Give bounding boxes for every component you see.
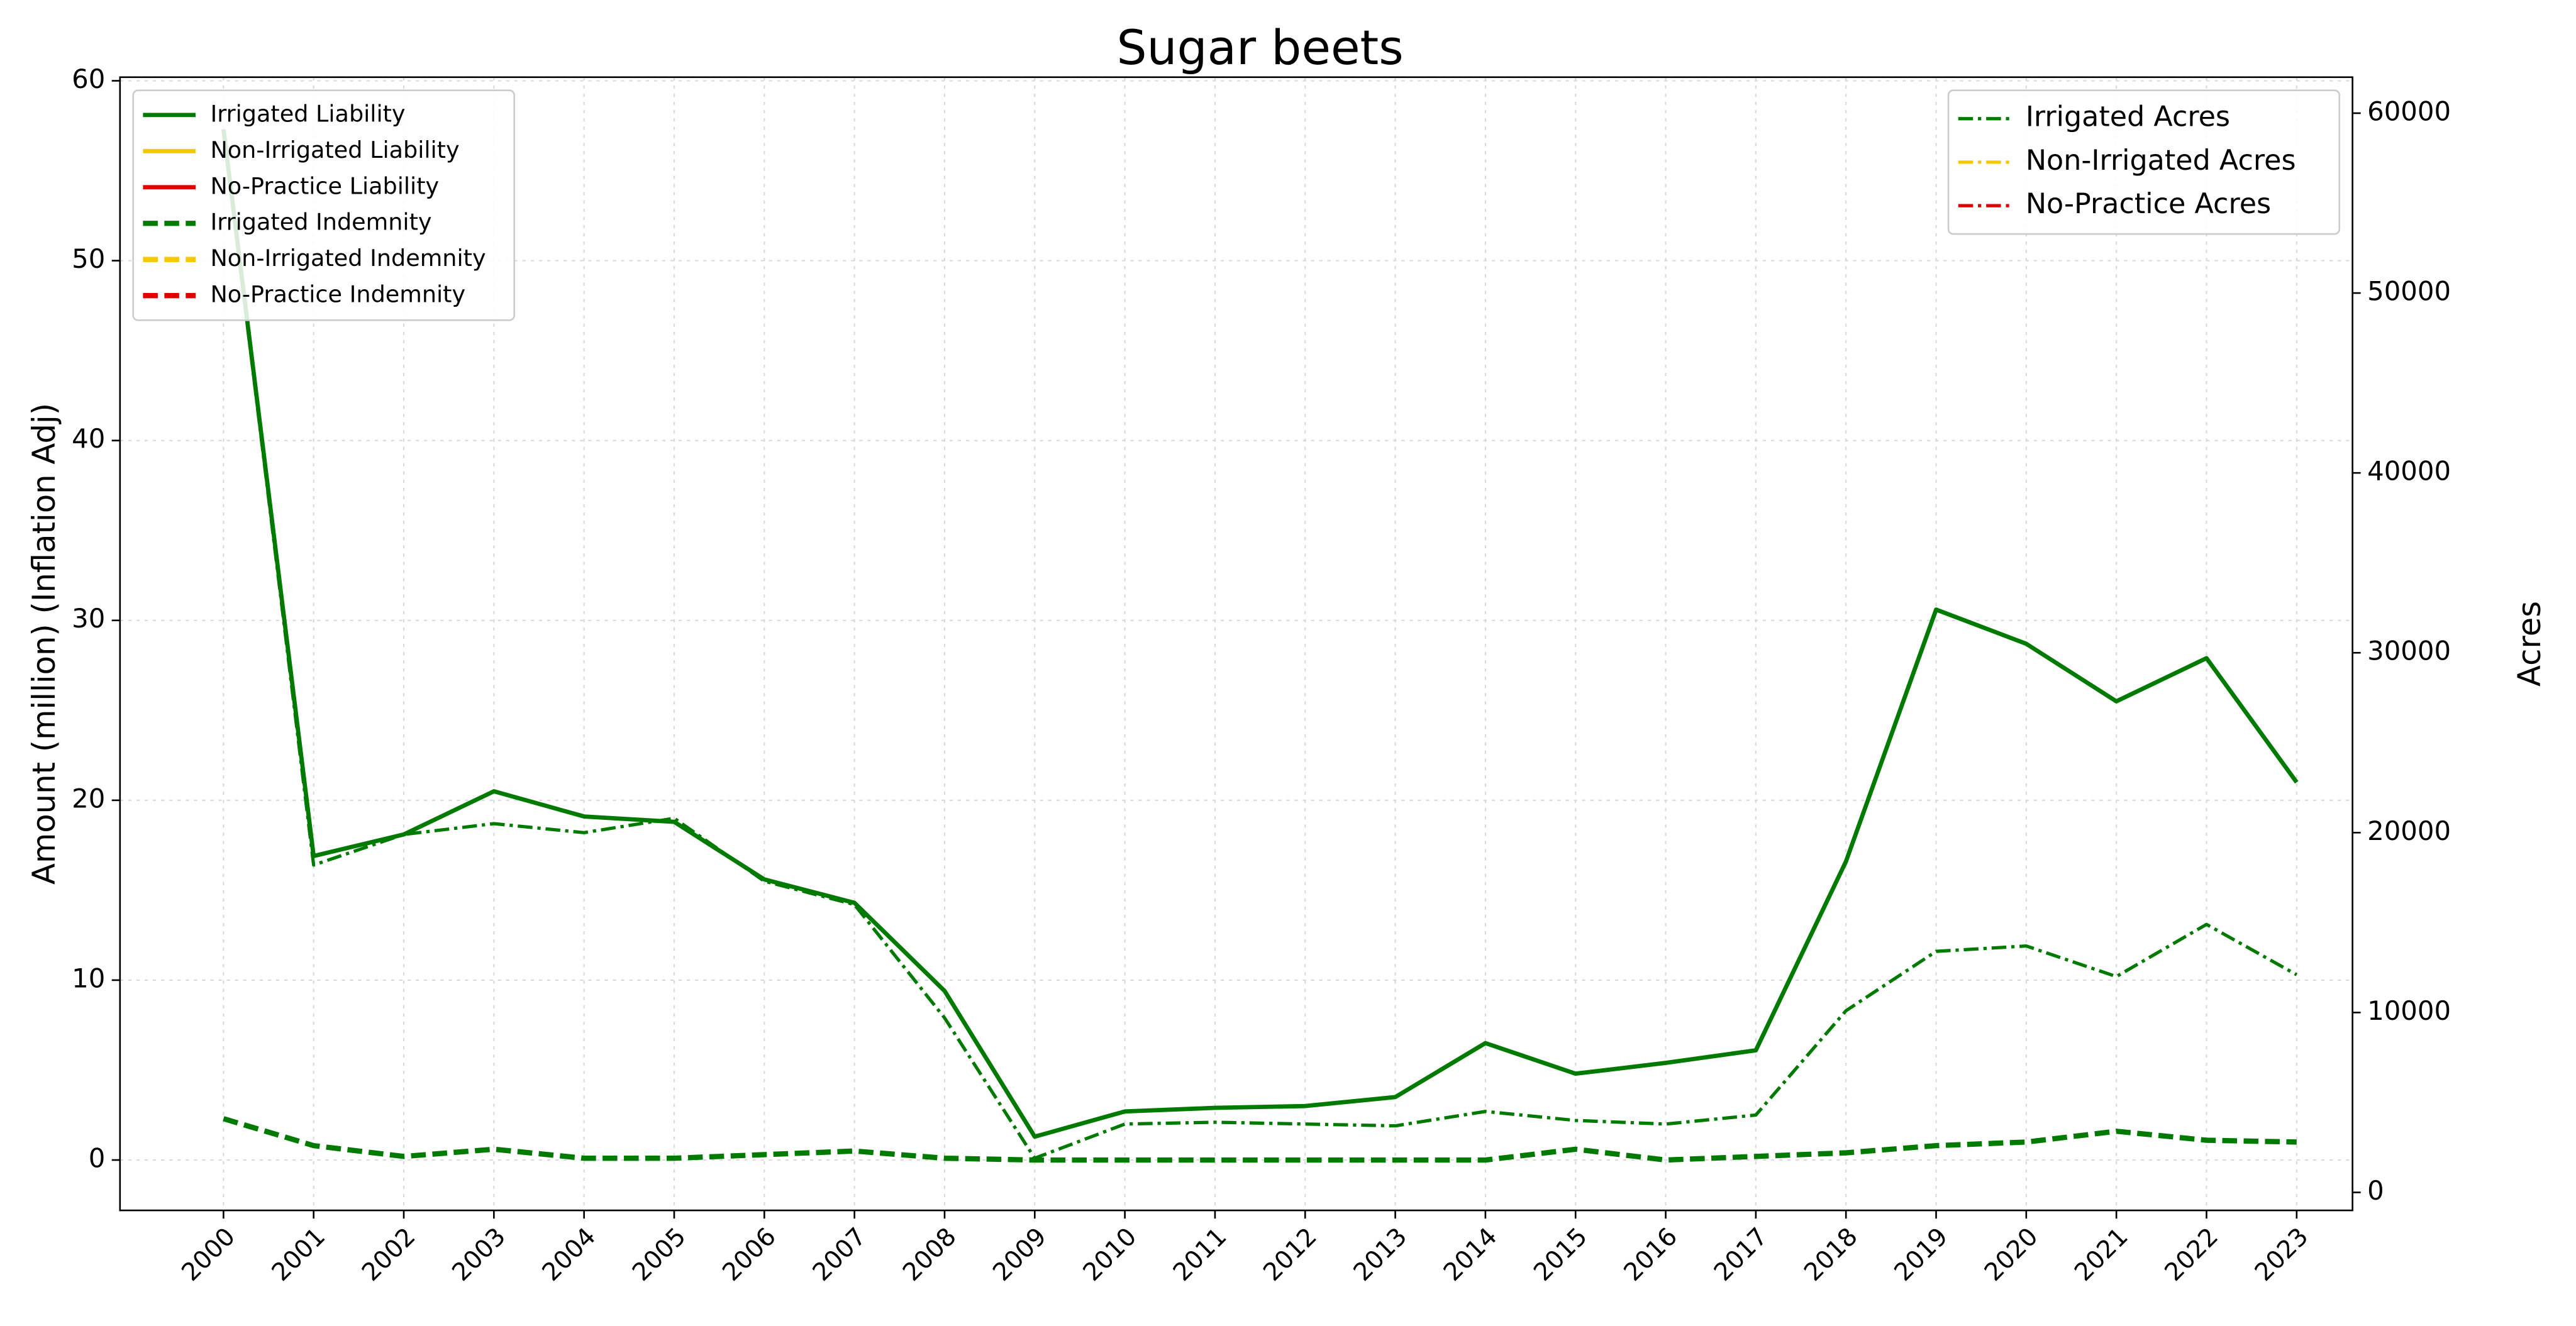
legend-label: No-Practice Indemnity [210, 281, 465, 308]
y2-tick-label: 20000 [2367, 815, 2451, 846]
y2-tick-label: 10000 [2367, 995, 2451, 1026]
legend-box [1947, 89, 2341, 235]
y-axis-label: Amount (million) (Inflation Adj) [26, 403, 62, 885]
legend-label: Irrigated Acres [2026, 101, 2230, 133]
y-tick-label: 20 [72, 783, 105, 814]
y2-tick-label: 50000 [2367, 276, 2451, 307]
legend-label: Irrigated Indemnity [210, 209, 431, 236]
legend-label: Non-Irrigated Liability [210, 136, 459, 163]
legend-box [132, 89, 516, 321]
y2-axis-label: Acres [2511, 601, 2548, 687]
y2-tick-label: 30000 [2367, 636, 2451, 666]
y-tick-label: 50 [72, 243, 105, 274]
legend-label: No-Practice Acres [2026, 188, 2271, 220]
y2-tick-label: 40000 [2367, 456, 2451, 487]
legend: Irrigated Acres Non-Irrigated Acres No-Pra… [1947, 89, 2341, 235]
y-tick-label: 10 [72, 963, 105, 993]
y-tick-label: 60 [72, 64, 105, 94]
y2-tick-label: 0 [2367, 1175, 2384, 1206]
y-tick-label: 0 [89, 1143, 106, 1174]
series-line [221, 131, 2298, 1160]
series-line [221, 129, 2299, 1139]
y-tick-label: 40 [72, 423, 105, 454]
series-line [223, 1116, 2297, 1163]
y-tick-label: 30 [72, 603, 105, 634]
y2-tick-label: 60000 [2367, 96, 2451, 126]
legend-label: Non-Irrigated Indemnity [210, 245, 486, 272]
legend-label: No-Practice Liability [210, 172, 439, 199]
plot-frame [119, 76, 2353, 1212]
legend: Irrigated Liability Non-Irrigated Liabili… [132, 89, 516, 321]
legend-label: Irrigated Liability [210, 100, 405, 127]
chart-title: Sugar beets [1116, 20, 1403, 75]
legend-label: Non-Irrigated Acres [2026, 145, 2296, 177]
